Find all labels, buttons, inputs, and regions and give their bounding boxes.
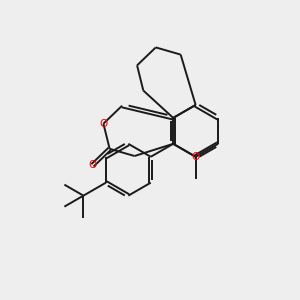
Text: O: O — [191, 152, 200, 162]
Text: O: O — [88, 160, 97, 170]
Text: O: O — [99, 119, 108, 129]
